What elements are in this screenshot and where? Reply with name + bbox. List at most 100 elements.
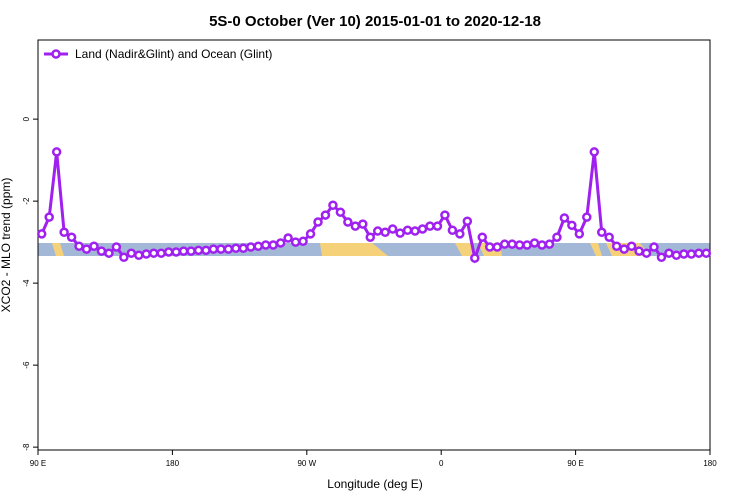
data-point	[96, 246, 107, 256]
data-point	[641, 248, 652, 258]
x-tick-label: 90 E	[30, 459, 46, 468]
data-point	[201, 245, 211, 256]
data-point	[163, 247, 174, 257]
data-point	[81, 244, 92, 254]
data-point	[470, 253, 480, 263]
data-point	[410, 226, 420, 236]
data-point	[432, 221, 443, 231]
data-point	[664, 248, 674, 258]
y-tick-label: -4	[22, 279, 31, 287]
data-point	[484, 242, 495, 252]
data-point	[358, 219, 368, 229]
y-tick-label: -8	[22, 443, 31, 451]
data-point	[178, 246, 189, 256]
data-point	[537, 240, 547, 250]
data-point	[559, 213, 570, 223]
data-point	[36, 229, 47, 239]
y-tick-label: 0	[22, 116, 31, 121]
legend-label: Land (Nadir&Glint) and Ocean (Glint)	[75, 47, 272, 61]
data-point	[51, 147, 62, 157]
data-point	[320, 210, 331, 220]
data-point	[455, 229, 465, 239]
data-point	[193, 245, 204, 256]
data-point	[171, 247, 181, 257]
data-point	[268, 240, 278, 250]
data-point	[126, 248, 137, 258]
data-point	[216, 244, 226, 254]
data-point	[567, 220, 577, 231]
data-point	[582, 212, 592, 222]
data-point	[343, 217, 353, 227]
y-axis-label: XCO2 - MLO trend (ppm)	[0, 178, 13, 313]
data-point	[365, 232, 376, 242]
data-point	[522, 240, 532, 250]
x-tick-label: 90 E	[567, 459, 583, 468]
data-point	[604, 232, 614, 242]
data-point	[111, 242, 122, 252]
data-point	[686, 249, 697, 259]
data-point	[335, 207, 346, 217]
data-point	[671, 250, 682, 260]
data-point	[313, 217, 323, 227]
y-tick-label: -2	[22, 197, 31, 205]
data-point	[238, 243, 249, 254]
data-point	[574, 229, 585, 239]
data-point	[417, 224, 428, 234]
x-tick-label: 180	[703, 459, 717, 468]
data-point	[350, 221, 361, 231]
data-point	[462, 216, 473, 226]
data-point	[694, 248, 704, 258]
data-point	[148, 248, 159, 258]
data-point	[328, 200, 338, 210]
data-point	[141, 249, 152, 259]
data-point	[619, 244, 629, 254]
data-point	[283, 233, 293, 243]
data-point	[119, 252, 129, 263]
data-point	[298, 236, 308, 247]
data-point	[499, 239, 510, 249]
data-point	[611, 241, 622, 251]
data-point	[656, 252, 667, 263]
data-point	[223, 244, 234, 254]
data-point	[253, 241, 264, 251]
data-point	[514, 240, 525, 250]
data-point	[59, 227, 69, 238]
data-point	[544, 239, 555, 249]
data-point	[589, 147, 600, 157]
x-tick-label: 90 W	[297, 459, 316, 468]
data-point	[290, 237, 301, 247]
data-point	[156, 248, 166, 258]
data-point	[447, 225, 458, 235]
data-point	[529, 238, 540, 248]
data-point	[507, 239, 517, 249]
y-tick-label: -6	[22, 361, 31, 369]
chart-title: 5S-0 October (Ver 10) 2015-01-01 to 2020…	[209, 13, 541, 30]
data-point	[246, 242, 256, 252]
data-point	[305, 229, 316, 239]
data-point	[596, 227, 607, 238]
data-point	[387, 224, 398, 234]
data-point	[477, 232, 488, 242]
x-tick-label: 180	[166, 459, 180, 468]
plot-frame	[37, 39, 711, 451]
data-point	[208, 244, 219, 254]
data-point	[44, 212, 54, 222]
data-point	[89, 241, 99, 251]
x-axis-label: Longitude (deg E)	[327, 477, 422, 491]
data-point	[260, 240, 271, 250]
x-tick-label: 0	[439, 459, 444, 468]
data-point	[440, 210, 450, 220]
data-point	[552, 232, 562, 242]
legend-marker	[51, 49, 61, 59]
data-point	[395, 228, 405, 238]
data-point	[634, 246, 644, 256]
data-point	[701, 248, 712, 258]
data-point	[492, 242, 502, 252]
data-point	[66, 232, 77, 242]
data-point	[402, 225, 413, 235]
data-point	[186, 246, 196, 256]
data-point	[231, 243, 241, 254]
data-point	[104, 248, 114, 258]
data-point	[275, 238, 286, 248]
